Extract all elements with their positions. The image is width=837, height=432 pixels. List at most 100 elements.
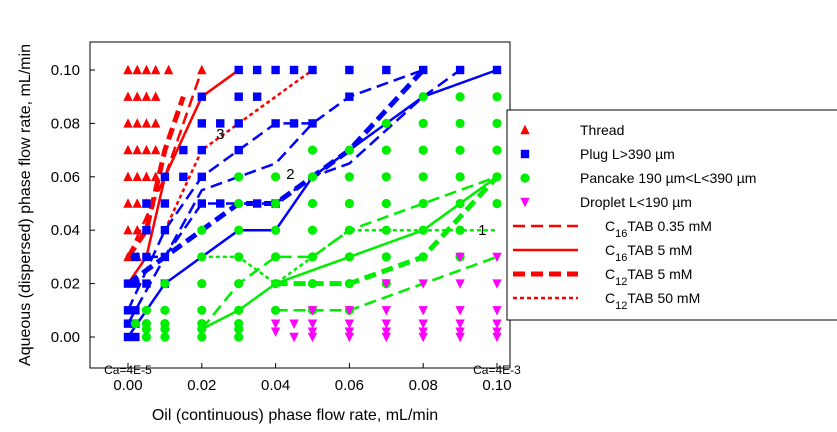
data-point — [344, 225, 354, 235]
legend: Thread Plug L>390 µm Pancake 190 µm<L<390 … — [506, 109, 837, 321]
data-point — [270, 319, 281, 329]
data-point — [197, 145, 206, 155]
y-tick-label: 0.06 — [51, 169, 80, 186]
data-point — [142, 226, 151, 235]
data-point — [160, 324, 170, 334]
data-point — [344, 327, 355, 337]
boundary-line — [126, 68, 424, 325]
data-point — [179, 172, 188, 181]
legend-label: C16TAB 0.35 mM — [605, 218, 712, 240]
data-point — [381, 198, 391, 209]
data-point — [345, 65, 354, 75]
data-point — [197, 119, 206, 128]
data-point — [418, 252, 428, 262]
data-point — [123, 279, 133, 288]
data-point — [418, 92, 428, 102]
data-point — [418, 118, 428, 128]
data-point — [307, 327, 318, 337]
data-point — [307, 172, 318, 182]
data-point — [307, 306, 318, 316]
y-tick-label: 0.00 — [51, 329, 80, 346]
data-point — [216, 119, 225, 128]
data-point — [141, 305, 152, 315]
data-point — [344, 145, 354, 155]
data-point — [418, 225, 428, 235]
boundary-line — [201, 175, 498, 331]
data-point — [132, 225, 142, 235]
data-point — [132, 171, 142, 181]
data-point — [150, 171, 161, 181]
data-point — [252, 199, 262, 208]
data-point — [492, 319, 502, 329]
data-point — [381, 172, 391, 182]
x-tick-label: 0.08 — [409, 377, 438, 394]
boundary-line — [126, 68, 498, 338]
data-point — [271, 225, 281, 235]
y-tick-label: 0.04 — [51, 222, 80, 239]
data-markers — [123, 64, 502, 343]
data-point — [160, 172, 170, 181]
legend-label: Pancake 190 µm<L<390 µm — [580, 170, 756, 186]
data-point — [197, 64, 207, 75]
data-point — [455, 172, 465, 182]
data-point — [381, 327, 391, 337]
data-point — [150, 118, 161, 128]
data-point — [234, 172, 244, 182]
data-point — [234, 332, 244, 342]
data-point — [150, 91, 161, 101]
data-point — [160, 199, 170, 208]
data-point — [492, 252, 502, 263]
data-point — [234, 198, 244, 209]
boundary-line — [163, 68, 314, 231]
data-point — [131, 332, 140, 342]
legend-box — [506, 109, 837, 321]
data-point — [141, 171, 152, 181]
data-point — [289, 319, 299, 329]
data-point — [344, 172, 354, 182]
data-point — [160, 332, 170, 342]
data-point — [381, 145, 391, 155]
data-point — [381, 319, 391, 329]
data-point — [307, 198, 318, 209]
data-point — [131, 279, 140, 288]
data-point — [141, 144, 152, 155]
data-point — [492, 332, 502, 343]
data-point — [382, 65, 391, 75]
data-point — [141, 91, 152, 101]
data-point — [271, 119, 280, 128]
data-point — [455, 279, 465, 289]
data-point — [216, 199, 225, 208]
data-point — [271, 172, 281, 182]
data-point — [381, 332, 391, 343]
data-point — [141, 324, 152, 334]
data-point — [492, 279, 502, 289]
data-point — [252, 65, 262, 75]
legend-label: C12TAB 50 mM — [605, 290, 700, 312]
data-point — [123, 198, 133, 208]
data-point — [197, 305, 207, 315]
x-tick-label: 0.00 — [113, 377, 142, 394]
data-point — [271, 198, 281, 209]
data-point — [141, 118, 152, 128]
data-point — [197, 225, 207, 235]
data-point — [418, 145, 428, 155]
data-point — [418, 332, 428, 343]
data-point — [418, 279, 428, 289]
y-tick-label: 0.02 — [51, 276, 80, 293]
data-point — [141, 64, 152, 75]
data-point — [381, 118, 391, 128]
boundary-line — [126, 122, 313, 311]
legend-symbol — [520, 173, 530, 183]
y-tick-label: 0.08 — [51, 115, 80, 132]
data-point — [142, 199, 151, 208]
data-point — [131, 306, 140, 315]
legend-label: Plug L>390 µm — [580, 146, 675, 162]
data-point — [131, 252, 140, 262]
data-point — [132, 144, 142, 155]
data-point — [455, 198, 465, 209]
legend-label: Thread — [580, 122, 624, 138]
chart-annotations: Ca=4E-5 Ca=4E-3 1 2 3 — [104, 126, 521, 377]
data-point — [289, 332, 299, 343]
data-point — [132, 118, 142, 128]
